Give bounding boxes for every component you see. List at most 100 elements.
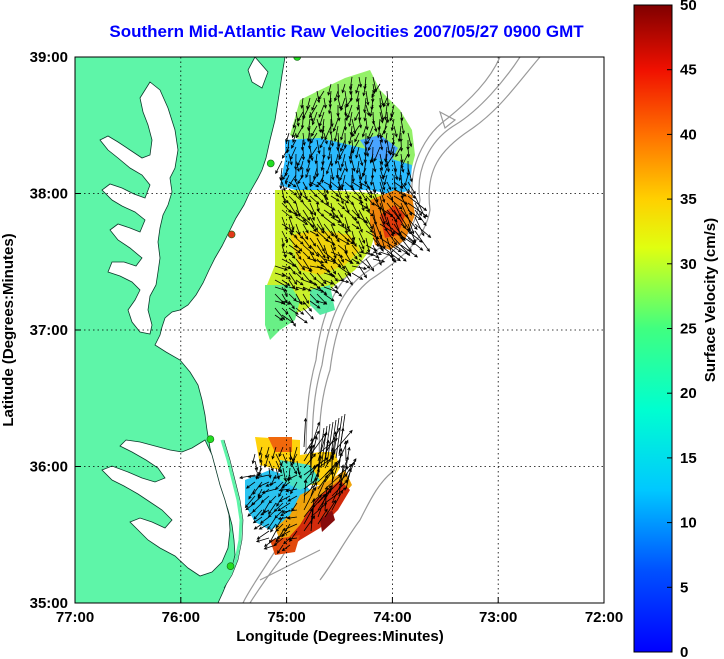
velocity-vector xyxy=(271,446,277,460)
velocity-vector xyxy=(332,417,340,461)
velocity-vector xyxy=(323,132,328,145)
velocity-vector xyxy=(414,202,422,217)
velocity-vector xyxy=(337,223,352,232)
velocity-vector xyxy=(365,223,373,234)
velocity-vector xyxy=(281,300,292,305)
colorbar-ticks: 0 5 10 15 20 25 30 35 40 45 50 xyxy=(667,0,697,659)
colorbar-tick-label: 45 xyxy=(680,62,697,79)
velocity-vector xyxy=(337,237,350,245)
y-tick-label: 36:00 xyxy=(30,459,68,476)
velocity-vector xyxy=(348,146,353,160)
velocity-vector xyxy=(334,153,339,165)
velocity-vector xyxy=(379,111,384,124)
velocity-vector xyxy=(372,160,377,173)
velocity-vector xyxy=(365,90,370,106)
velocity-vector xyxy=(295,279,304,286)
velocity-vector xyxy=(365,202,370,213)
velocity-vector xyxy=(316,195,325,204)
velocity-vector xyxy=(355,160,360,175)
velocity-vector xyxy=(295,307,305,315)
velocity-vector xyxy=(317,474,328,497)
velocity-vector xyxy=(268,467,272,479)
velocity-vector xyxy=(318,111,325,127)
velocity-vector xyxy=(351,272,364,280)
map-title: Southern Mid-Atlantic Raw Velocities 200… xyxy=(109,22,584,41)
velocity-vector xyxy=(323,181,333,187)
velocity-vector xyxy=(379,237,402,253)
velocity-vector xyxy=(337,216,345,227)
velocity-vector xyxy=(332,118,339,133)
colorbar-tick-label: 35 xyxy=(680,191,697,208)
velocity-vector xyxy=(407,188,416,199)
velocity-vector xyxy=(264,453,270,468)
velocity-vector xyxy=(393,202,402,218)
velocity-vector xyxy=(309,258,325,264)
velocity-vector xyxy=(358,195,365,212)
velocity-vector xyxy=(372,237,383,251)
velocity-vector xyxy=(400,195,413,216)
velocity-vector xyxy=(309,146,318,159)
y-tick-label: 35:00 xyxy=(30,595,68,612)
velocity-vector xyxy=(254,460,259,471)
velocity-vector xyxy=(414,209,427,227)
velocity-vector xyxy=(330,279,338,290)
velocity-vector xyxy=(310,473,320,497)
velocity-vector xyxy=(259,453,263,464)
colorbar-tick-label: 10 xyxy=(680,515,697,532)
velocity-vector xyxy=(338,146,346,161)
velocity-vector xyxy=(257,488,263,498)
velocity-vector xyxy=(311,125,318,137)
velocity-vector xyxy=(310,464,316,483)
velocity-vector xyxy=(317,427,325,471)
velocity-vector xyxy=(281,188,287,205)
velocity-vector xyxy=(281,216,288,231)
velocity-vector xyxy=(373,146,381,162)
velocity-vector xyxy=(247,509,256,517)
pamlico-sound xyxy=(101,439,231,577)
velocity-vector xyxy=(302,195,312,203)
velocity-vector xyxy=(281,237,285,248)
velocity-vector xyxy=(316,300,328,305)
velocity-vector xyxy=(386,237,395,262)
velocity-vector xyxy=(294,167,298,183)
velocity-vector xyxy=(302,209,311,221)
velocity-vector xyxy=(324,473,348,497)
velocity-vector xyxy=(414,223,432,239)
velocity-vector xyxy=(310,468,320,490)
velocity-vector xyxy=(365,209,375,217)
velocity-vector xyxy=(295,188,302,200)
velocity-vector xyxy=(365,258,375,272)
velocity-vector xyxy=(316,209,325,218)
velocity-vector xyxy=(339,167,346,182)
velocity-vector xyxy=(367,125,374,140)
velocity-vector xyxy=(316,237,325,253)
station-marker xyxy=(226,562,235,570)
velocity-vector xyxy=(351,244,362,258)
velocity-vector xyxy=(386,244,407,262)
velocity-vector xyxy=(281,286,288,297)
velocity-vector xyxy=(302,300,313,312)
velocity-vector xyxy=(414,216,425,237)
velocity-vector xyxy=(295,286,307,291)
velocity-vectors xyxy=(239,76,432,555)
velocity-vector xyxy=(316,272,327,285)
x-tick-label: 72:00 xyxy=(585,609,623,626)
velocity-vector xyxy=(311,97,318,111)
velocity-vector xyxy=(309,181,320,188)
velocity-vector xyxy=(379,188,386,203)
velocity-vector xyxy=(334,90,339,102)
velocity-vector xyxy=(254,474,270,479)
colorbar-tick-label: 20 xyxy=(680,385,697,402)
velocity-vector xyxy=(282,467,287,482)
velocity-vector xyxy=(318,174,325,186)
velocity-vector xyxy=(393,188,407,197)
velocity-vector xyxy=(239,474,256,480)
velocity-vector xyxy=(369,104,374,118)
velocity-vector xyxy=(344,188,350,199)
velocity-vector xyxy=(309,202,316,217)
velocity-vector xyxy=(285,174,290,185)
velocity-vector xyxy=(340,125,346,141)
colorbar-tick-label: 25 xyxy=(680,321,697,338)
velocity-vector xyxy=(320,425,328,469)
velocity-vector xyxy=(324,125,332,141)
